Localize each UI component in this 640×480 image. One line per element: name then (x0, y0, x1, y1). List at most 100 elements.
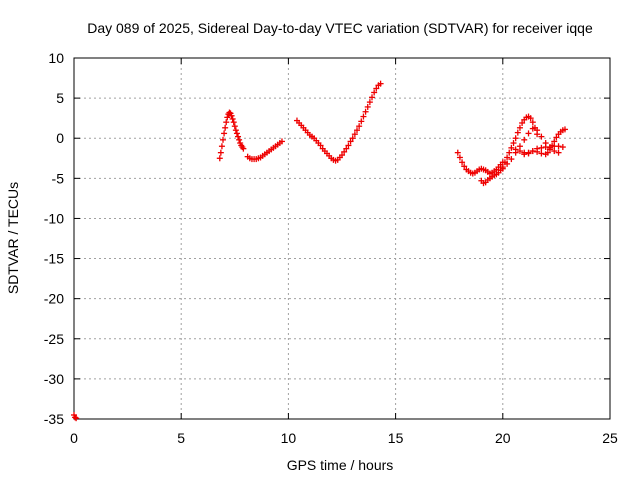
data-point (529, 125, 536, 132)
data-point (224, 114, 231, 121)
data-point (236, 136, 243, 143)
data-point (529, 119, 536, 126)
y-axis-label: SDTVAR / TECUs (5, 182, 21, 294)
data-point (72, 414, 79, 421)
data-point (373, 85, 380, 92)
data-point (232, 127, 239, 134)
data-point (356, 123, 363, 130)
data-point (345, 142, 352, 149)
data-point (454, 149, 461, 156)
y-tick-label: -20 (44, 291, 64, 307)
x-tick-label: 15 (388, 430, 404, 446)
data-point (561, 126, 568, 133)
data-points (71, 80, 568, 422)
data-point (343, 145, 350, 152)
data-point (341, 148, 348, 155)
y-tick-label: -5 (52, 170, 65, 186)
data-point (508, 144, 515, 151)
data-point (553, 134, 560, 141)
chart-title: Day 089 of 2025, Sidereal Day-to-day VTE… (87, 20, 593, 36)
data-point (510, 140, 517, 147)
data-point (317, 142, 324, 149)
data-point (221, 130, 228, 137)
data-point (521, 149, 528, 156)
data-point (559, 144, 566, 151)
data-point (506, 149, 513, 156)
x-tick-label: 25 (602, 430, 618, 446)
data-point (529, 148, 536, 155)
data-point (354, 127, 361, 134)
data-point (371, 89, 378, 96)
data-point (73, 415, 80, 422)
x-tick-label: 0 (70, 430, 78, 446)
data-point (358, 118, 365, 125)
data-point (538, 133, 545, 140)
data-point (508, 156, 515, 163)
data-point (512, 146, 519, 153)
data-point (525, 130, 532, 137)
data-point (516, 124, 523, 131)
data-point (217, 149, 224, 156)
data-point (525, 150, 532, 157)
data-point (504, 160, 511, 167)
data-point (516, 148, 523, 155)
x-tick-label: 5 (177, 430, 185, 446)
data-point (231, 123, 238, 130)
data-point (222, 124, 229, 131)
data-point (351, 131, 358, 138)
data-point (555, 149, 562, 156)
data-point (499, 165, 506, 172)
x-tick-label: 10 (281, 430, 297, 446)
data-point (216, 155, 223, 162)
data-point (233, 130, 240, 137)
axis-ticks: 0 5 10 15 20 25 10 5 0 -5 -10 -15 -20 -25 -30 -35 (44, 50, 618, 446)
data-point (519, 119, 526, 126)
data-point (229, 115, 236, 122)
plot-frame (73, 57, 611, 420)
data-point (538, 144, 545, 151)
data-point (347, 138, 354, 145)
data-point (349, 135, 356, 142)
data-point (459, 159, 466, 166)
y-tick-label: -35 (44, 411, 64, 427)
data-point (544, 149, 551, 156)
data-point (226, 109, 233, 116)
data-point (534, 145, 541, 152)
data-point (366, 99, 373, 106)
data-point (235, 133, 242, 140)
data-point (538, 150, 545, 157)
y-tick-label: 0 (56, 130, 64, 146)
data-point (534, 127, 541, 134)
data-point (527, 115, 534, 122)
x-tick-label: 20 (495, 430, 511, 446)
data-point (377, 80, 384, 87)
data-point (223, 119, 230, 126)
data-point (230, 119, 237, 126)
data-point (369, 94, 376, 101)
y-tick-label: -25 (44, 331, 64, 347)
data-point (514, 129, 521, 136)
data-point (456, 154, 463, 161)
data-point (546, 144, 553, 151)
data-point (512, 135, 519, 142)
x-axis-label: GPS time / hours (287, 457, 394, 473)
data-point (240, 145, 247, 152)
y-tick-label: 10 (48, 50, 64, 66)
data-point (220, 136, 227, 143)
y-tick-label: -30 (44, 371, 64, 387)
data-point (278, 138, 285, 145)
y-tick-label: 5 (56, 90, 64, 106)
y-tick-label: -15 (44, 251, 64, 267)
data-point (228, 112, 235, 119)
data-point (360, 113, 367, 120)
data-point (555, 143, 562, 150)
data-point (461, 163, 468, 170)
grid (74, 58, 610, 419)
y-tick-label: -10 (44, 210, 64, 226)
data-point (339, 152, 345, 159)
data-point (218, 143, 225, 150)
data-point (504, 154, 511, 161)
data-point (362, 108, 369, 115)
data-point (521, 136, 528, 143)
